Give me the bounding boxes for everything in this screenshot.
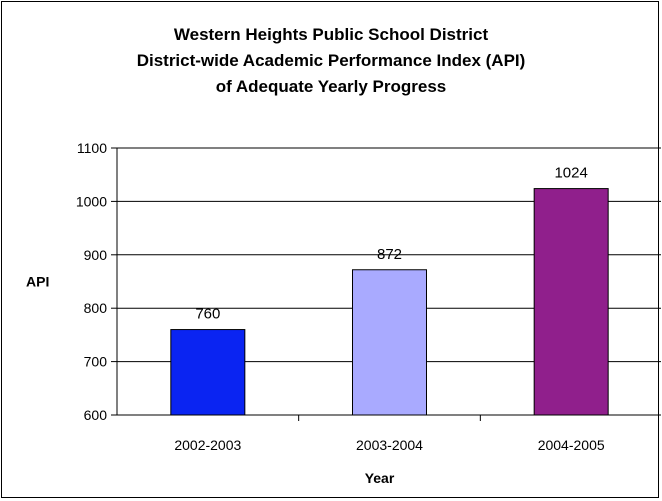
data-label: 760 (195, 306, 220, 323)
x-axis-title: Year (365, 470, 395, 486)
y-tick-label: 800 (84, 300, 108, 316)
bar (533, 188, 609, 416)
y-tick-label: 700 (84, 354, 108, 370)
y-axis-title: API (26, 274, 49, 290)
chart-title: Western Heights Public School District D… (0, 22, 662, 100)
y-tick-label: 1000 (76, 193, 107, 209)
y-tick-label: 900 (84, 247, 108, 263)
data-label: 1024 (554, 165, 587, 182)
bar (352, 269, 427, 416)
x-tick-label: 2002-2003 (174, 437, 241, 453)
y-tick-label: 600 (84, 407, 108, 423)
chart-title-line-1: Western Heights Public School District (173, 25, 489, 44)
x-tick-label: 2004-2005 (538, 437, 605, 453)
bar (170, 329, 246, 416)
chart-title-line-2: District-wide Academic Performance Index… (136, 51, 526, 70)
y-tick-label: 1100 (77, 140, 107, 156)
x-tick-label: 2003-2004 (356, 437, 423, 453)
chart-title-line-3: of Adequate Yearly Progress (215, 77, 447, 96)
data-label: 872 (377, 246, 402, 263)
